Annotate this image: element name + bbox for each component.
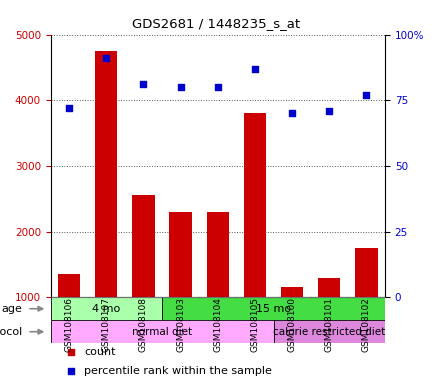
Text: 15 mo: 15 mo bbox=[256, 304, 291, 314]
Text: GSM108104: GSM108104 bbox=[213, 297, 222, 352]
Bar bbox=[281, 287, 303, 297]
Bar bbox=[318, 278, 341, 297]
Text: protocol: protocol bbox=[0, 327, 22, 337]
FancyBboxPatch shape bbox=[51, 297, 162, 320]
Text: GSM108100: GSM108100 bbox=[288, 297, 297, 352]
Point bbox=[67, 349, 74, 356]
Text: GSM108101: GSM108101 bbox=[325, 297, 334, 352]
Text: 4 mo: 4 mo bbox=[92, 304, 121, 314]
Point bbox=[251, 66, 258, 72]
FancyBboxPatch shape bbox=[274, 320, 385, 343]
Bar bbox=[169, 212, 192, 297]
Point bbox=[177, 84, 184, 90]
Text: GSM108108: GSM108108 bbox=[139, 297, 148, 352]
Bar bbox=[95, 51, 117, 297]
Bar bbox=[244, 113, 266, 297]
Point bbox=[214, 84, 221, 90]
Bar bbox=[355, 248, 378, 297]
FancyBboxPatch shape bbox=[162, 297, 385, 320]
Text: GSM108102: GSM108102 bbox=[362, 297, 371, 352]
Bar bbox=[132, 195, 154, 297]
Bar bbox=[207, 212, 229, 297]
Point bbox=[67, 368, 74, 374]
Bar bbox=[58, 274, 81, 297]
Text: percentile rank within the sample: percentile rank within the sample bbox=[84, 366, 272, 376]
Text: GSM108107: GSM108107 bbox=[102, 297, 111, 352]
Text: GSM108106: GSM108106 bbox=[65, 297, 73, 352]
Text: normal diet: normal diet bbox=[132, 327, 192, 337]
Text: GDS2681 / 1448235_s_at: GDS2681 / 1448235_s_at bbox=[132, 17, 300, 30]
Point bbox=[140, 81, 147, 88]
Text: calorie restricted diet: calorie restricted diet bbox=[273, 327, 385, 337]
Text: GSM108105: GSM108105 bbox=[250, 297, 260, 352]
Text: GSM108103: GSM108103 bbox=[176, 297, 185, 352]
Point bbox=[289, 110, 296, 116]
Point bbox=[363, 92, 370, 98]
Point bbox=[103, 55, 110, 61]
FancyBboxPatch shape bbox=[51, 320, 274, 343]
Point bbox=[326, 108, 333, 114]
Text: count: count bbox=[84, 348, 116, 358]
Text: age: age bbox=[1, 304, 22, 314]
Point bbox=[66, 105, 73, 111]
